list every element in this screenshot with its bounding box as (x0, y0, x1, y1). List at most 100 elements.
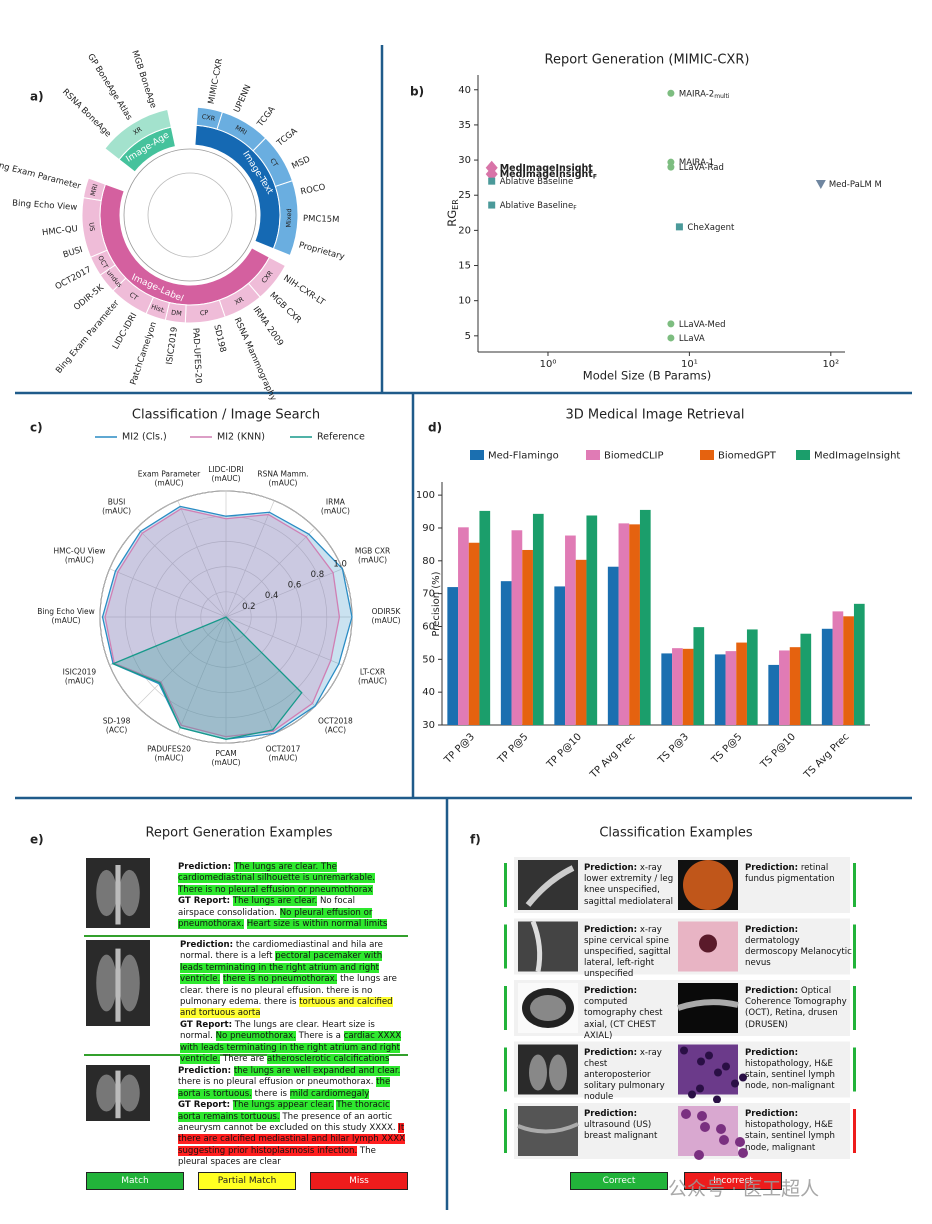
point (667, 163, 675, 171)
dataset-label: MSD (290, 154, 312, 171)
chart-title: 3D Medical Image Retrieval (566, 408, 745, 423)
y-tick-label: 30 (422, 720, 435, 731)
prediction-value: histopathology, H&E stain, sentinel lymp… (745, 1058, 835, 1092)
point-label: MedImageInsightF (500, 169, 597, 181)
axis-metric: (mAUC) (155, 754, 184, 763)
thumb (518, 1044, 578, 1095)
report-segment: No focal airspace consolidation. (178, 896, 356, 918)
point (667, 320, 675, 328)
y-axis-label: Precision (%) (431, 571, 442, 636)
thumb-detail (700, 1122, 710, 1132)
point-label: Ablative BaselineF (500, 201, 577, 212)
grid-spoke (109, 568, 227, 618)
report-segment: the lungs are clear. there is no pleural… (180, 974, 397, 1008)
legend-label: MI2 (Cls.) (122, 432, 167, 443)
axis-metric: (mAUC) (371, 616, 400, 625)
point-label: MAIRA-1 (679, 158, 714, 168)
bar (532, 513, 544, 725)
field-label: Prediction: (584, 863, 638, 873)
report-segment: There is no pleural effusion or pneumoth… (178, 884, 373, 895)
thumb-detail (530, 920, 543, 972)
correctness-bar (504, 986, 507, 1030)
legend-swatch (700, 450, 714, 460)
y-tick-label: 100 (416, 490, 435, 501)
correctness-bar (853, 1109, 856, 1153)
y-tick-label: 40 (458, 85, 471, 96)
x-tick-label: TP P@5 (495, 731, 530, 766)
report-segment: The lungs appear clear. (232, 1100, 334, 1111)
field-label: Prediction: (178, 1066, 232, 1076)
axis-label: SD-198 (103, 716, 131, 725)
thumb-detail (705, 1051, 713, 1060)
dataset-label: TCGA (255, 105, 278, 130)
r-tick-label: 0.6 (288, 581, 302, 591)
grid-spoke (225, 616, 343, 666)
axis-metric: (mAUC) (358, 677, 387, 686)
thumb-detail (681, 1109, 691, 1119)
bar (693, 627, 705, 725)
dataset-label: Proprietary (298, 240, 346, 262)
thumb-detail (530, 995, 566, 1021)
y-tick-label: 20 (458, 225, 471, 236)
report-segment: there is no pneumothorax. (222, 974, 338, 985)
bar (639, 509, 651, 725)
thumb-detail (714, 1068, 722, 1077)
bar (725, 651, 737, 725)
bar (554, 586, 566, 725)
x-tick-label: TP Avg Prec (588, 731, 638, 781)
report-text: Prediction: the cardiomediastinal and hi… (180, 940, 405, 1065)
r-tick-label: 0.8 (311, 570, 325, 580)
field-label: Prediction: (745, 986, 799, 996)
correctness-bar (504, 1109, 507, 1153)
axis-metric: (mAUC) (65, 677, 94, 686)
point-label-name: LLaVA-Rad (679, 163, 724, 173)
dataset-label: OCT2017 (54, 265, 93, 293)
axis-metric: (mAUC) (321, 507, 350, 516)
thumb-detail (688, 1090, 696, 1099)
bar (779, 650, 790, 725)
x-tick-label: 10² (822, 359, 839, 370)
y-tick-label: 35 (458, 120, 471, 131)
panel-title: Classification Examples (599, 826, 753, 841)
thumb-detail (699, 934, 717, 953)
axis-metric: (mAUC) (211, 474, 240, 483)
dataset-label: MGB BoneAge (129, 49, 158, 110)
axis-label: OCT2017 (266, 745, 301, 754)
bar (586, 515, 598, 725)
r-tick-label: 1.0 (333, 559, 347, 569)
dataset-label: PAD-UFES-20 (190, 328, 203, 384)
y-tick-label: 40 (422, 687, 435, 698)
thumb-detail (525, 865, 575, 907)
field-label: Prediction: (584, 1109, 638, 1119)
correctness-bar (853, 986, 856, 1030)
field-label: Prediction: (745, 924, 799, 935)
modality-label: CXR (201, 113, 216, 123)
report-segment: atherosclerotic calcifications (266, 1054, 390, 1065)
inner-ring (147, 172, 233, 258)
thumb (518, 921, 578, 972)
thumb-detail (738, 1148, 748, 1158)
panel-label: d) (428, 421, 442, 435)
xray-lung (119, 954, 140, 1012)
point-label: MAIRA-2multi (679, 89, 730, 100)
report-segment: Heart size is within normal limits (246, 919, 388, 930)
point (488, 201, 496, 209)
dataset-label: ISIC2019 (165, 326, 180, 365)
bar (853, 603, 865, 725)
dataset-label: IRMA 2009 (251, 305, 286, 348)
prediction-value: histopathology, H&E stain, sentinel lymp… (745, 1120, 835, 1153)
point-label: LLaVA (679, 333, 705, 343)
thumb-detail (549, 1054, 567, 1091)
y-axis-label-sub: ER (451, 199, 460, 210)
correctness-bar (504, 1047, 507, 1092)
bar (458, 527, 469, 725)
axis-label: Bing Echo View (37, 607, 95, 616)
axis-label: MGB CXR (355, 546, 390, 555)
point-label-sub: F (573, 204, 577, 211)
prediction-text: Prediction: retinal fundus pigmentation (745, 863, 853, 885)
dataset-label: PMC15M (303, 214, 340, 225)
y-axis-label-main: RG (445, 210, 459, 227)
thumb-detail (716, 1124, 726, 1134)
dataset-label: MGB CXR (267, 290, 303, 325)
